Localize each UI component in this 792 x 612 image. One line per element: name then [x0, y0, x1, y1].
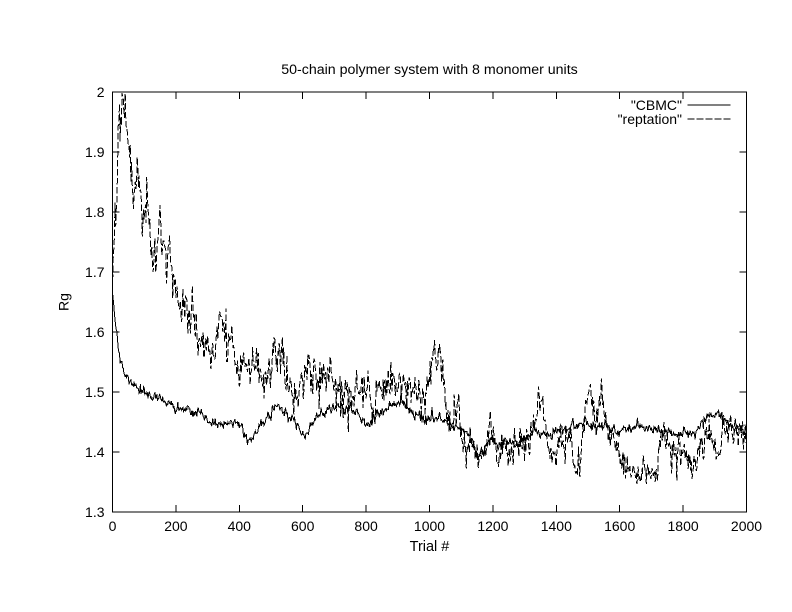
svg-text:1.6: 1.6 — [85, 324, 105, 340]
svg-text:1600: 1600 — [604, 518, 635, 534]
svg-text:Rg: Rg — [56, 293, 72, 311]
svg-text:2: 2 — [97, 84, 105, 100]
svg-text:400: 400 — [228, 518, 252, 534]
svg-text:2000: 2000 — [731, 518, 762, 534]
svg-text:1.8: 1.8 — [85, 204, 105, 220]
svg-text:1.3: 1.3 — [85, 504, 105, 520]
svg-text:1000: 1000 — [414, 518, 445, 534]
svg-text:1.4: 1.4 — [85, 444, 105, 460]
svg-text:"CBMC": "CBMC" — [631, 97, 682, 113]
svg-text:1400: 1400 — [541, 518, 572, 534]
svg-text:0: 0 — [109, 518, 117, 534]
svg-text:Trial #: Trial # — [410, 539, 450, 555]
svg-text:200: 200 — [164, 518, 188, 534]
svg-text:1800: 1800 — [668, 518, 699, 534]
svg-text:600: 600 — [291, 518, 315, 534]
svg-text:1.9: 1.9 — [85, 144, 105, 160]
svg-text:800: 800 — [354, 518, 378, 534]
svg-text:1.5: 1.5 — [85, 384, 105, 400]
svg-text:1.7: 1.7 — [85, 264, 105, 280]
svg-text:50-chain polymer system with 8: 50-chain polymer system with 8 monomer u… — [281, 62, 577, 78]
svg-text:1200: 1200 — [477, 518, 508, 534]
svg-text:"reptation": "reptation" — [618, 111, 682, 127]
